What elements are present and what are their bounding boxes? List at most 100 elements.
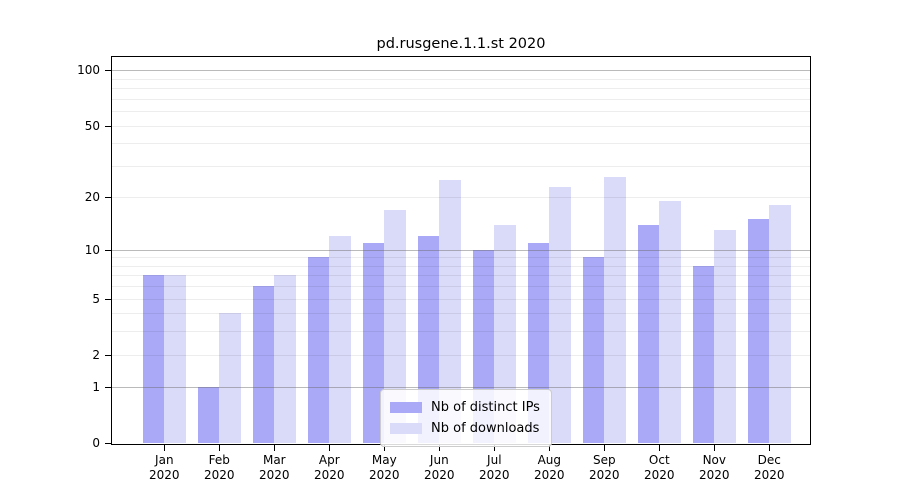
bar-may-distinct-ips bbox=[362, 242, 385, 444]
x-tick-label-dec: Dec 2020 bbox=[739, 453, 799, 483]
x-tick-year: 2020 bbox=[479, 468, 510, 482]
y-tick-1 bbox=[105, 387, 111, 389]
x-tick-year: 2020 bbox=[204, 468, 235, 482]
y-tick-5 bbox=[105, 298, 111, 300]
x-tick-year: 2020 bbox=[314, 468, 345, 482]
x-tick-year: 2020 bbox=[754, 468, 785, 482]
x-tick-label-apr: Apr 2020 bbox=[299, 453, 359, 483]
legend-item-downloads: Nb of downloads bbox=[390, 418, 540, 439]
bar-feb-distinct-ips bbox=[197, 387, 220, 444]
bar-aug-downloads bbox=[549, 186, 571, 444]
x-tick-oct bbox=[659, 445, 661, 451]
y-tick-10 bbox=[105, 249, 111, 251]
x-tick-dec bbox=[769, 445, 771, 451]
y-tick-label-0: 0 bbox=[92, 436, 100, 451]
y-tick-100 bbox=[105, 70, 111, 72]
x-tick-label-feb: Feb 2020 bbox=[189, 453, 249, 483]
gridline-minor-90 bbox=[112, 78, 810, 80]
x-tick-apr bbox=[329, 445, 331, 451]
bar-apr-downloads bbox=[329, 236, 351, 444]
bar-nov-distinct-ips bbox=[692, 265, 715, 444]
bar-jan-distinct-ips bbox=[142, 275, 165, 444]
y-tick-50 bbox=[105, 125, 111, 127]
x-tick-year: 2020 bbox=[589, 468, 620, 482]
x-tick-label-nov: Nov 2020 bbox=[684, 453, 744, 483]
gridline-minor-40 bbox=[112, 143, 810, 145]
gridline-minor-5 bbox=[112, 298, 810, 300]
x-tick-feb bbox=[219, 445, 221, 451]
gridline-minor-80 bbox=[112, 88, 810, 90]
gridline-major-100 bbox=[112, 70, 810, 72]
x-tick-label-jan: Jan 2020 bbox=[134, 453, 194, 483]
x-tick-mar bbox=[274, 445, 276, 451]
gridline-minor-60 bbox=[112, 111, 810, 113]
legend-item-distinct-ips: Nb of distinct IPs bbox=[390, 397, 540, 418]
bar-nov-downloads bbox=[714, 230, 736, 444]
gridline-major-10 bbox=[112, 249, 810, 251]
gridline-minor-3 bbox=[112, 331, 810, 333]
bar-mar-distinct-ips bbox=[252, 286, 275, 444]
legend-label-downloads: Nb of downloads bbox=[431, 421, 540, 436]
y-tick-label-50: 50 bbox=[84, 118, 100, 133]
gridline-minor-2 bbox=[112, 354, 810, 356]
y-tick-2 bbox=[105, 354, 111, 356]
legend-swatch-distinct-ips bbox=[390, 402, 422, 413]
x-tick-year: 2020 bbox=[644, 468, 675, 482]
x-tick-jul bbox=[494, 445, 496, 451]
x-tick-year: 2020 bbox=[699, 468, 730, 482]
legend: Nb of distinct IPs Nb of downloads bbox=[380, 389, 552, 447]
y-tick-label-1: 1 bbox=[92, 380, 100, 395]
gridline-minor-30 bbox=[112, 165, 810, 167]
gridline-minor-7 bbox=[112, 275, 810, 277]
x-tick-label-may: May 2020 bbox=[354, 453, 414, 483]
x-tick-year: 2020 bbox=[149, 468, 180, 482]
y-tick-label-100: 100 bbox=[77, 63, 100, 78]
x-tick-nov bbox=[714, 445, 716, 451]
gridline-minor-50 bbox=[112, 125, 810, 127]
bar-oct-distinct-ips bbox=[637, 224, 660, 444]
bar-feb-downloads bbox=[219, 313, 241, 444]
x-tick-year: 2020 bbox=[424, 468, 455, 482]
x-tick-year: 2020 bbox=[259, 468, 290, 482]
gridline-minor-8 bbox=[112, 265, 810, 267]
gridline-minor-6 bbox=[112, 286, 810, 288]
chart-title: pd.rusgene.1.1.st 2020 bbox=[376, 36, 546, 52]
bar-jun-downloads bbox=[439, 180, 461, 444]
x-tick-label-jun: Jun 2020 bbox=[409, 453, 469, 483]
gridline-minor-4 bbox=[112, 313, 810, 315]
x-tick-jun bbox=[439, 445, 441, 451]
bar-apr-distinct-ips bbox=[307, 257, 330, 444]
x-tick-aug bbox=[549, 445, 551, 451]
bar-sep-distinct-ips bbox=[582, 257, 605, 444]
x-tick-may bbox=[384, 445, 386, 451]
gridline-major-1 bbox=[112, 387, 810, 389]
plot-area: Nb of distinct IPs Nb of downloads bbox=[111, 56, 811, 447]
y-tick-label-5: 5 bbox=[92, 291, 100, 306]
y-tick-label-20: 20 bbox=[84, 190, 100, 205]
gridline-minor-20 bbox=[112, 197, 810, 199]
bar-dec-distinct-ips bbox=[747, 219, 770, 444]
legend-swatch-downloads bbox=[390, 423, 422, 434]
y-tick-label-10: 10 bbox=[84, 242, 100, 257]
x-tick-year: 2020 bbox=[369, 468, 400, 482]
x-tick-label-sep: Sep 2020 bbox=[574, 453, 634, 483]
y-tick-0 bbox=[105, 443, 111, 445]
x-tick-jan bbox=[164, 445, 166, 451]
legend-label-distinct-ips: Nb of distinct IPs bbox=[431, 400, 540, 415]
gridline-minor-9 bbox=[112, 257, 810, 259]
x-tick-year: 2020 bbox=[534, 468, 565, 482]
bar-dec-downloads bbox=[769, 205, 791, 444]
bar-jan-downloads bbox=[164, 275, 186, 444]
y-tick-label-2: 2 bbox=[92, 347, 100, 362]
x-tick-label-aug: Aug 2020 bbox=[519, 453, 579, 483]
x-tick-label-oct: Oct 2020 bbox=[629, 453, 689, 483]
bar-may-downloads bbox=[384, 209, 406, 444]
x-tick-label-mar: Mar 2020 bbox=[244, 453, 304, 483]
x-tick-label-jul: Jul 2020 bbox=[464, 453, 524, 483]
y-tick-20 bbox=[105, 197, 111, 199]
bar-sep-downloads bbox=[604, 177, 626, 444]
x-tick-sep bbox=[604, 445, 606, 451]
bar-jul-downloads bbox=[494, 224, 516, 444]
bar-mar-downloads bbox=[274, 275, 296, 444]
